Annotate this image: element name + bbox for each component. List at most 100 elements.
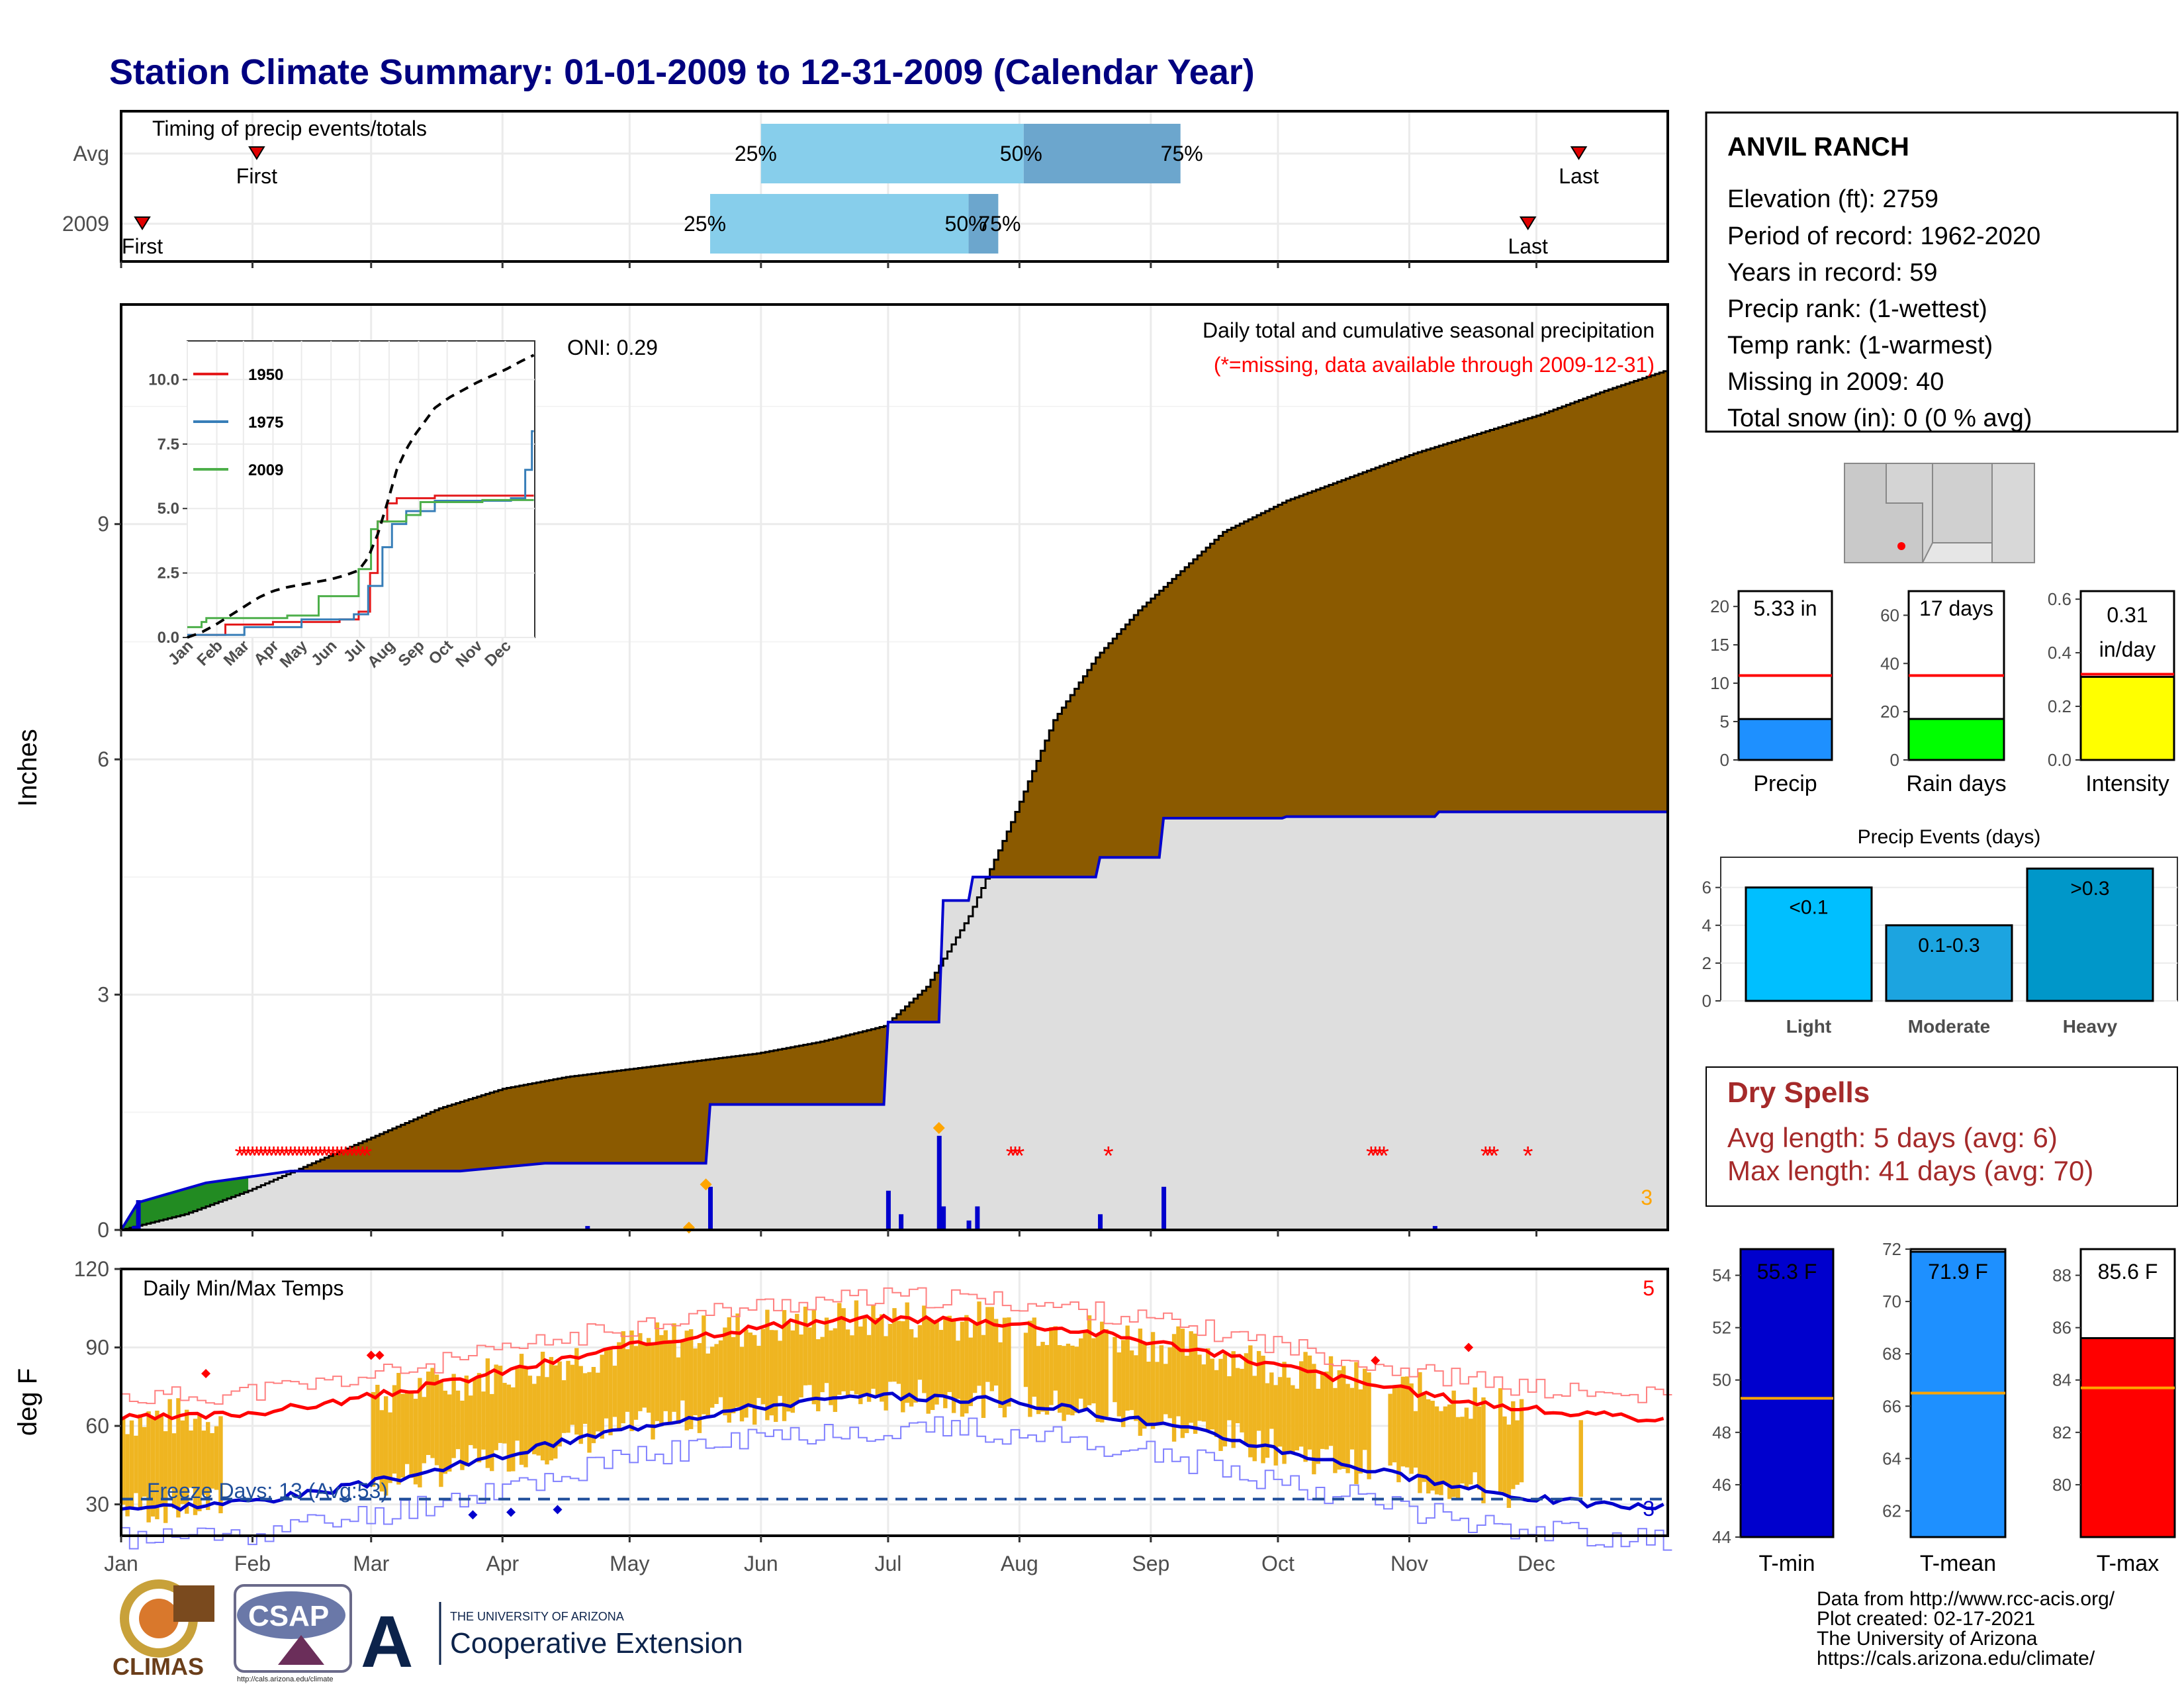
daily-temp-bar — [574, 1348, 579, 1435]
daily-temp-bar — [968, 1337, 973, 1407]
mini-bar-ytick-label: 5 — [1720, 712, 1729, 731]
daily-temp-bar — [1324, 1371, 1329, 1450]
daily-temp-bar — [901, 1321, 905, 1413]
daily-temp-bar — [1265, 1383, 1270, 1458]
mini-bar-value — [2079, 676, 2175, 761]
daily-temp-bar — [1392, 1385, 1397, 1463]
daily-temp-bar — [1307, 1355, 1312, 1450]
missing-data-marker: * — [264, 1142, 275, 1171]
daily-temp-bar — [1189, 1331, 1193, 1423]
daily-temp-bar — [171, 1433, 177, 1509]
daily-temp-bar — [714, 1344, 719, 1405]
daily-precip-bar — [707, 1186, 713, 1230]
missing-data-marker: * — [294, 1142, 304, 1171]
daily-temp-bar — [977, 1301, 981, 1386]
temp-stat-label: T-mean — [1920, 1551, 1996, 1576]
daily-temp-bar — [1240, 1368, 1244, 1432]
daily-temp-bar — [582, 1373, 588, 1424]
record-min-line — [121, 1416, 1672, 1551]
daily-temp-bar — [1341, 1366, 1346, 1470]
mini-bar-ytick-label: 0.2 — [2048, 696, 2071, 716]
missing-data-marker: * — [1489, 1142, 1500, 1171]
daily-temp-bar — [455, 1390, 461, 1450]
daily-temp-bar — [1269, 1372, 1274, 1429]
daily-temp-bar — [1185, 1356, 1189, 1433]
daily-temp-bar — [938, 1330, 944, 1397]
daily-temp-bar — [1201, 1364, 1206, 1422]
daily-temp-bar — [1451, 1390, 1456, 1497]
events-category-label: Heavy — [2063, 1016, 2118, 1037]
timing-first-label: First — [122, 234, 163, 258]
daily-temp-bar — [1142, 1344, 1147, 1429]
daily-temp-bar — [146, 1411, 151, 1523]
daily-temp-bar — [371, 1391, 376, 1487]
timing-label-25: 25% — [735, 142, 777, 165]
daily-temp-bar — [418, 1378, 422, 1487]
missing-note: (*=missing, data available through 2009-… — [1214, 353, 1655, 377]
precip-ytick-label: 6 — [97, 747, 109, 771]
inset-plot-area — [187, 340, 535, 638]
daily-temp-bar — [1354, 1362, 1359, 1484]
daily-temp-bar — [502, 1383, 507, 1444]
daily-temp-bar — [1358, 1389, 1363, 1474]
daily-temp-bar — [1337, 1370, 1342, 1470]
daily-temp-bar — [1032, 1317, 1036, 1397]
events-bar-label: >0.3 — [2070, 878, 2109, 900]
daily-temp-bar — [1455, 1417, 1461, 1499]
daily-temp-bar — [760, 1329, 766, 1405]
daily-temp-bar — [833, 1328, 838, 1412]
daily-temp-bar — [1481, 1397, 1486, 1503]
temp-stat-ytick-label: 52 — [1712, 1318, 1731, 1338]
daily-temp-bar — [621, 1331, 625, 1424]
daily-temp-bar — [1422, 1394, 1427, 1482]
daily-temp-bar — [1261, 1356, 1265, 1464]
daily-temp-bar — [913, 1337, 918, 1403]
daily-temp-bar — [651, 1345, 655, 1440]
temp-panel: Daily Min/Max Temps Freeze Days: 13 (Avg:… — [13, 1257, 1672, 1551]
daily-temp-bar — [506, 1384, 512, 1472]
daily-temp-bar — [778, 1340, 782, 1396]
record-max-line — [121, 1287, 1672, 1405]
daily-temp-bar — [1298, 1361, 1304, 1447]
missing-data-marker: * — [1379, 1142, 1389, 1171]
daily-temp-bar — [837, 1303, 842, 1395]
inset-ytick-label: 2.5 — [158, 565, 179, 583]
temp-count-max: 5 — [1643, 1276, 1655, 1300]
month-label: Mar — [353, 1552, 389, 1575]
daily-temp-bar — [1218, 1358, 1223, 1451]
daily-temp-bar — [880, 1314, 884, 1402]
mini-bar-value — [1737, 718, 1833, 761]
events-ytick-label: 6 — [1702, 878, 1711, 898]
daily-temp-bar — [1214, 1370, 1219, 1437]
missing-data-marker: * — [1484, 1142, 1495, 1171]
daily-temp-bar — [388, 1412, 392, 1483]
daily-temp-bar — [536, 1376, 541, 1456]
missing-data-marker: * — [1480, 1142, 1491, 1171]
precip-count-label: 3 — [1641, 1186, 1653, 1209]
daily-temp-bar — [1227, 1376, 1232, 1421]
daily-temp-bar — [1473, 1387, 1477, 1473]
daily-temp-bar — [519, 1354, 524, 1465]
daily-temp-bar — [1396, 1386, 1401, 1483]
missing-data-marker: * — [285, 1142, 296, 1171]
station-location-dot — [1897, 542, 1905, 550]
daily-temp-bar — [922, 1305, 927, 1393]
mini-bar-value-text: 0.31 — [2107, 603, 2148, 627]
daily-temp-bar — [1155, 1362, 1160, 1424]
dry-spells-title: Dry Spells — [1727, 1076, 1870, 1109]
missing-data-marker: * — [306, 1142, 317, 1171]
daily-temp-bar — [608, 1349, 613, 1436]
daily-temp-bar — [1506, 1425, 1512, 1508]
inset-line-1950 — [187, 494, 534, 636]
cumulative-observed-area — [121, 812, 1668, 1230]
timing-bar-25-50 — [709, 194, 969, 254]
daily-temp-bar — [1040, 1342, 1045, 1412]
daily-temp-bar — [1273, 1385, 1278, 1466]
daily-temp-bar — [527, 1376, 533, 1451]
timing-frame — [120, 110, 1669, 263]
record-high-marker — [375, 1350, 385, 1360]
daily-temp-bar — [1502, 1416, 1507, 1495]
missing-data-marker: * — [256, 1142, 267, 1171]
daily-temp-bar — [451, 1374, 456, 1458]
